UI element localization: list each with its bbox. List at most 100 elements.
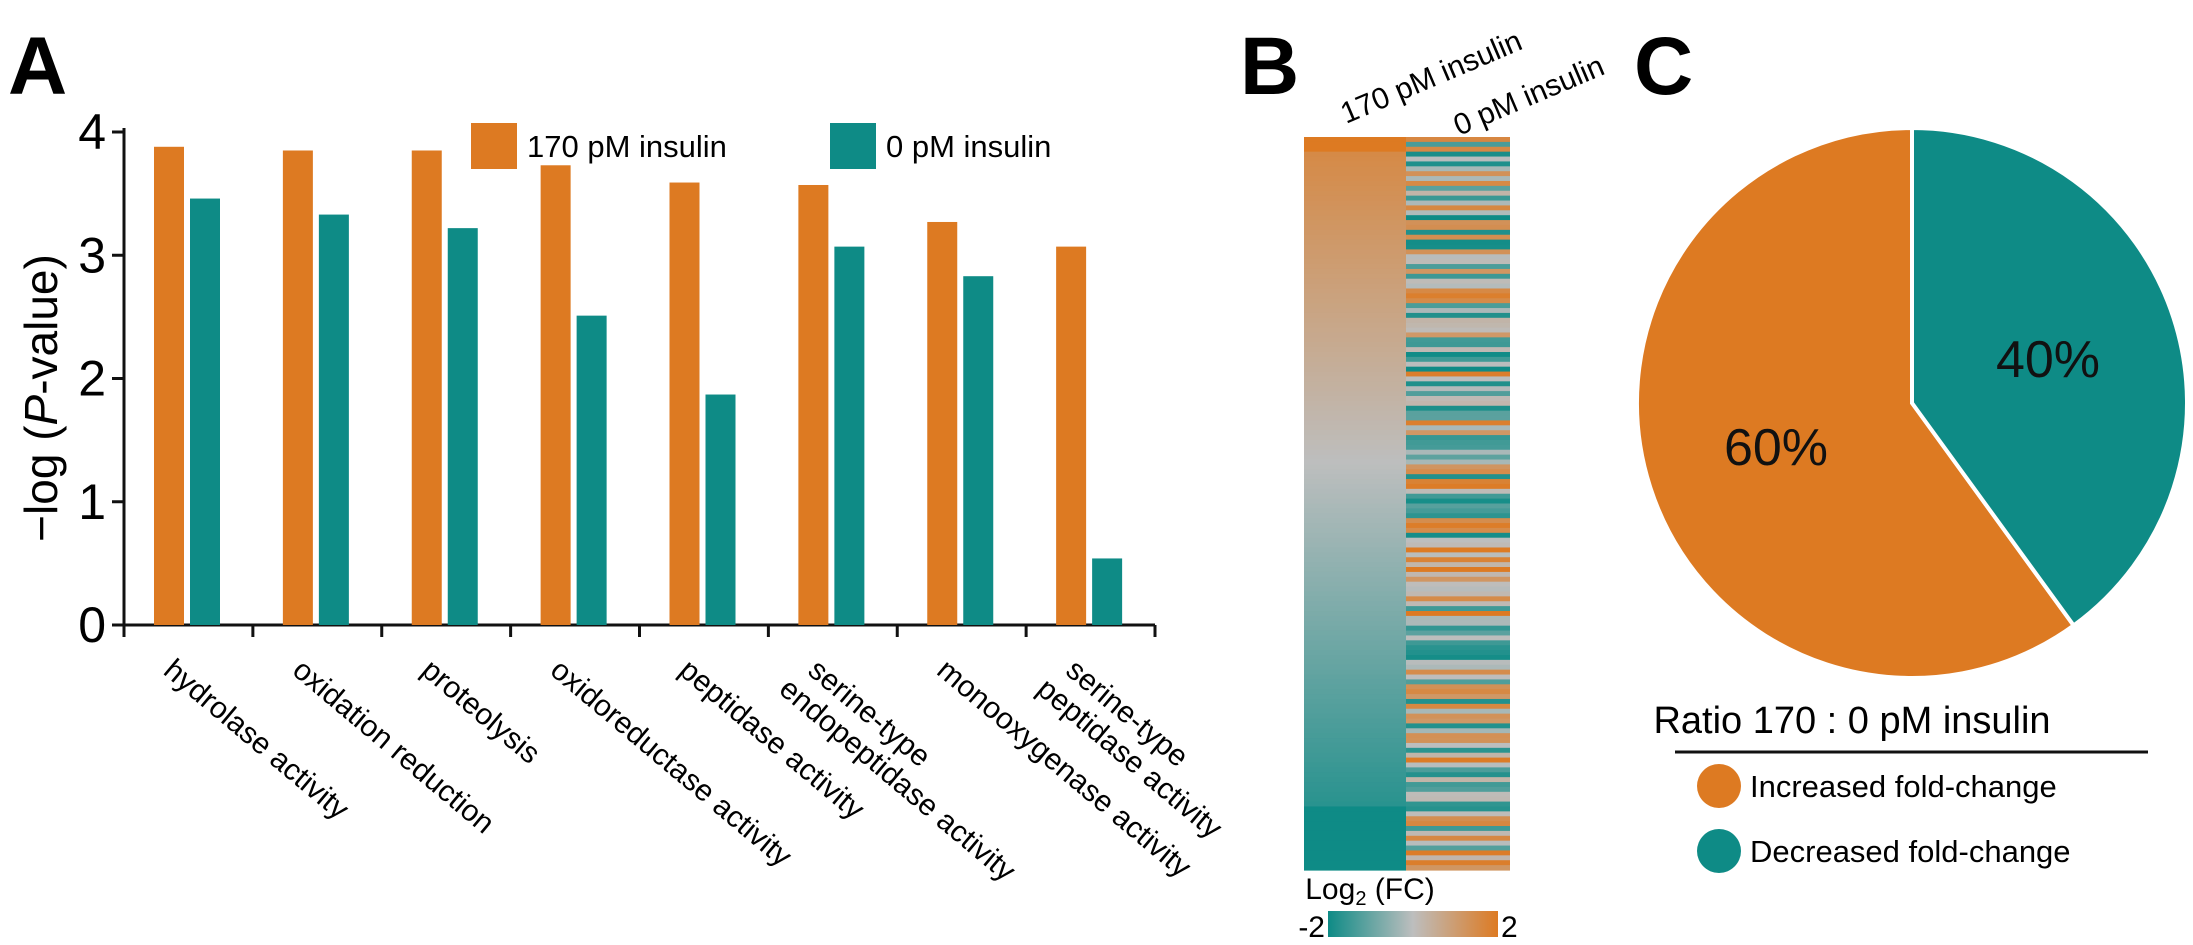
heatmap-cell-170 [1304,259,1406,265]
heatmap-cell-0 [1406,415,1510,422]
heatmap-cell-0 [1406,137,1510,143]
heatmap-cell-170 [1304,860,1406,866]
heatmap-cell-0 [1406,650,1510,656]
heatmap-cell-170 [1304,826,1406,832]
heatmap-cell-0 [1406,635,1510,641]
heatmap-cell-170 [1304,298,1406,304]
heatmap-cell-170 [1304,254,1406,260]
heatmap-cell-0 [1406,723,1510,729]
heatmap-cell-170 [1304,264,1406,270]
heatmap-cell-0 [1406,747,1510,754]
heatmap-cell-0 [1406,816,1510,822]
heatmap-cell-170 [1304,782,1406,788]
bar-170-pm [927,221,958,625]
bar-chart-axes: 0 1 2 3 4 [78,104,1157,653]
heatmap-cell-0 [1406,215,1510,221]
heatmap-cell-0 [1406,176,1510,182]
pie-chart-slices: 60% 40% [1635,125,2189,680]
legend-label-0: 0 pM insulin [886,129,1051,164]
y-tick-label: 3 [78,227,106,283]
heatmap-cell-170 [1304,684,1406,690]
heatmap-cell-170 [1304,518,1406,524]
heatmap-cell-0 [1406,381,1510,387]
bar-170-pm [669,182,700,625]
heatmap-cell-170 [1304,400,1406,407]
heatmap-cell-170 [1304,180,1406,187]
heatmap-cell-0 [1406,264,1510,270]
heatmap-cell-0 [1406,244,1510,250]
heatmap-cell-170 [1304,288,1406,294]
heatmap-cell-0 [1406,483,1510,490]
y-tick-label: 4 [78,104,106,160]
bar-0-pm [576,315,607,625]
heatmap-cell-0 [1406,361,1510,368]
heatmap-cell-0 [1406,449,1510,456]
pie-slice-label-increased: 60% [1724,419,1828,477]
heatmap-cell-170 [1304,840,1406,847]
heatmap-cell-170 [1304,855,1406,861]
heatmap-cell-0 [1406,513,1510,519]
heatmap-cell-170 [1304,698,1406,705]
heatmap-cell-170 [1304,694,1406,700]
heatmap-cell-170 [1304,234,1406,241]
heatmap-cell-0 [1406,860,1510,866]
heatmap-cell-170 [1304,757,1406,764]
heatmap-cell-0 [1406,180,1510,187]
heatmap-cell-0 [1406,757,1510,764]
x-tick-label: proteolysis [415,653,546,770]
heatmap-cell-170 [1304,322,1406,329]
heatmap-cell-170 [1304,845,1406,852]
heatmap-cell-170 [1304,493,1406,500]
pie-slice-decreased [1910,125,2189,629]
heatmap-cell-170 [1304,195,1406,202]
heatmap-cell-0 [1406,630,1510,637]
heatmap-cell-170 [1304,141,1406,148]
y-tick-label: 2 [78,351,106,407]
heatmap-cell-0 [1406,141,1510,148]
heatmap-cell-170 [1304,293,1406,299]
heatmap-cell-0 [1406,498,1510,505]
heatmap-cell-0 [1406,317,1510,324]
heatmap-cell-0 [1406,342,1510,348]
heatmap-cell-170 [1304,542,1406,549]
heatmap-cell-170 [1304,801,1406,808]
heatmap-cell-170 [1304,352,1406,358]
y-tick-label: 1 [78,474,106,530]
heatmap-cell-170 [1304,532,1406,539]
heatmap-cell-0 [1406,444,1510,451]
heatmap-cell-170 [1304,742,1406,749]
heatmap-cell-170 [1304,273,1406,280]
heatmap-cell-0 [1406,777,1510,783]
heatmap-cell-170 [1304,586,1406,593]
bar-170-pm [282,150,313,626]
legend-label-decreased: Decreased fold-change [1750,834,2071,869]
heatmap-cell-0 [1406,542,1510,549]
heatmap-cell-0 [1406,708,1510,715]
heatmap-cell-170 [1304,205,1406,211]
heatmap-cell-0 [1406,171,1510,177]
heatmap-cell-0 [1406,293,1510,299]
heatmap-cell-0 [1406,488,1510,495]
heatmap-cell-170 [1304,376,1406,382]
heatmap-cell-0 [1406,454,1510,461]
heatmap-cell-0 [1406,738,1510,744]
heatmap-cell-170 [1304,176,1406,182]
heatmap-cell-170 [1304,508,1406,514]
colorbar [1328,911,1498,937]
heatmap-cell-170 [1304,571,1406,578]
heatmap-cell-0 [1406,400,1510,407]
heatmap-cell-0 [1406,327,1510,334]
heatmap-cell-170 [1304,283,1406,290]
heatmap-cell-0 [1406,840,1510,847]
heatmap-cell-0 [1406,640,1510,646]
heatmap-cell-170 [1304,547,1406,553]
heatmap-cell-0 [1406,405,1510,412]
heatmap-cell-170 [1304,772,1406,778]
heatmap-cell-170 [1304,278,1406,285]
heatmap: 170 pM insulin 0 pM insulin Log2 (FC) -2… [1298,24,1609,944]
heatmap-cell-0 [1406,278,1510,285]
heatmap-cell-0 [1406,684,1510,690]
heatmap-cell-170 [1304,635,1406,641]
